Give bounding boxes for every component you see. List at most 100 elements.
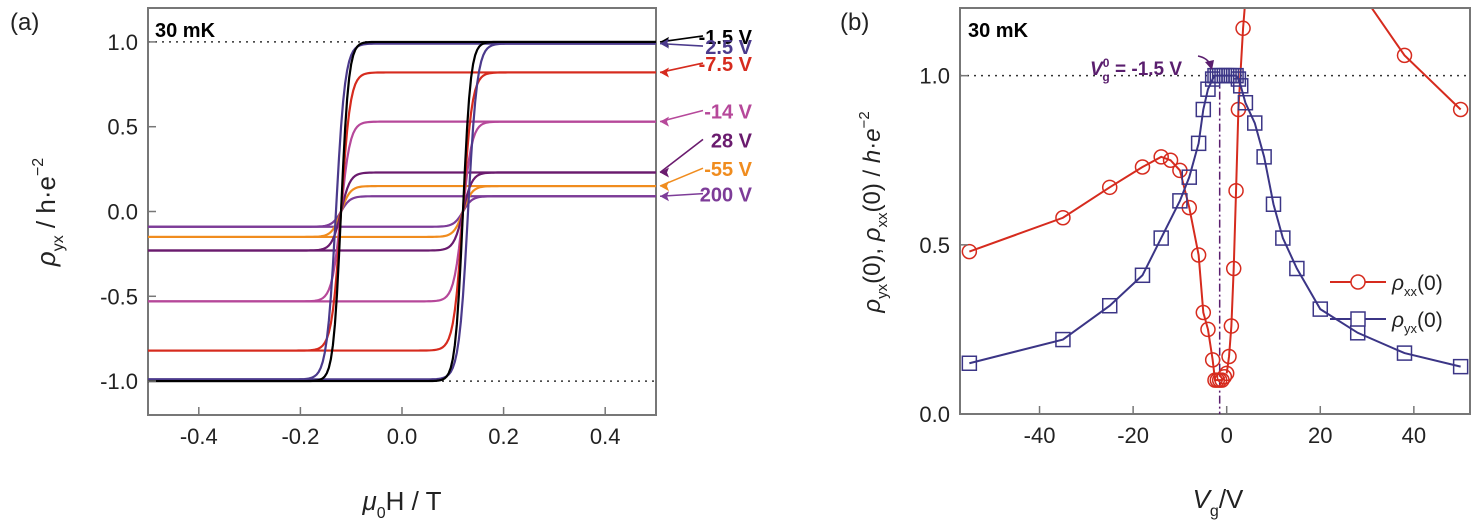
gate-dependence-series — [961, 0, 1469, 388]
data-point-circle — [1055, 210, 1071, 226]
data-point-circle — [1452, 101, 1469, 118]
curve-sweep-down — [148, 42, 656, 381]
x-tick-label: 0.4 — [590, 424, 621, 449]
series-pointer-head — [660, 116, 669, 127]
series-label: 28 V — [711, 130, 753, 152]
curve-sweep-down — [148, 71, 656, 352]
data-point-square — [1247, 115, 1263, 131]
data-point-circle — [1360, 0, 1374, 8]
reference-lines-b — [960, 74, 1470, 414]
data-point-square — [1228, 67, 1244, 84]
data-point-square — [1396, 345, 1413, 361]
data-point-circle — [1228, 182, 1244, 199]
y-tick-label: 1.0 — [107, 30, 138, 55]
legend-label: ρxx(0) — [1391, 272, 1443, 299]
y-axis-ticks-a: -1.0 -0.5 0.0 0.5 1.0 — [100, 30, 156, 394]
curve-sweep-up — [148, 42, 656, 381]
point-annotation-arrowhead — [1205, 60, 1214, 70]
series-label: 200 V — [700, 185, 753, 207]
y-tick-label: -0.5 — [100, 284, 138, 309]
series-label: -1.5 V — [699, 27, 753, 49]
y-axis-label-b: ρyx(0), ρxx(0) / h·e−2 — [856, 111, 891, 313]
x-axis-ticks-b: -40 -20 0 20 40 — [1024, 406, 1426, 448]
series-pointer-head — [660, 67, 669, 78]
x-tick-label: -20 — [1117, 423, 1149, 448]
y-tick-label: 0.0 — [107, 200, 138, 225]
series-line — [969, 155, 1226, 382]
series-line — [969, 74, 1461, 368]
y-axis-label-a: ρyx / h·e−2 — [30, 158, 67, 268]
legend-label: ρyx(0) — [1391, 309, 1443, 336]
series-label: -7.5 V — [699, 54, 753, 76]
y-tick-label: 0.5 — [919, 233, 950, 258]
x-tick-label: 0 — [1221, 423, 1233, 448]
y-tick-label: 1.0 — [919, 64, 950, 89]
y-tick-label: 0.0 — [919, 402, 950, 427]
curve-sweep-down — [148, 184, 656, 239]
data-point-square — [1153, 230, 1169, 246]
panel-b-label: (b) — [840, 9, 869, 36]
data-point-circle — [1235, 20, 1251, 37]
legend-b: ρxx(0) ρyx(0) — [1330, 272, 1443, 336]
hysteresis-curves — [148, 40, 656, 383]
curve-sweep-down — [148, 40, 656, 383]
plot-frame-a — [147, 7, 657, 416]
series-line — [1371, 9, 1462, 111]
curve-sweep-down — [148, 195, 656, 228]
data-point-square — [1195, 101, 1212, 118]
x-tick-label: -0.2 — [281, 424, 319, 449]
data-point-square — [1181, 169, 1198, 185]
data-point-circle — [1221, 348, 1237, 365]
y-tick-label: -1.0 — [100, 369, 138, 394]
x-axis-ticks-a: -0.4 -0.2 0.0 0.2 0.4 — [180, 407, 621, 449]
panel-a: (a) 30 mK -0.4 -0.2 0.0 0.2 0.4 -1.0 -0.5 0.0 0… — [10, 7, 753, 522]
data-point-square — [1312, 301, 1329, 317]
data-point-square — [1265, 196, 1282, 212]
temperature-annotation-b: 30 mK — [968, 20, 1029, 42]
data-point-square — [1101, 297, 1118, 314]
data-point-square — [1232, 78, 1249, 94]
point-annotation-b: V0 g = -1.5 V — [1090, 56, 1182, 84]
data-point-square — [1172, 193, 1188, 209]
series-pointer — [659, 138, 704, 174]
series-line — [1225, 9, 1246, 374]
series-labels-a: -1.5 V2.5 V-7.5 V -14 V 28 V -55 V 200 V — [659, 27, 753, 207]
curve-sweep-up — [148, 40, 656, 383]
series-pointer-head — [660, 191, 669, 202]
data-point-circle — [961, 243, 978, 260]
data-point-circle — [1153, 149, 1169, 165]
data-point-square — [1190, 135, 1207, 152]
data-point-circle — [1162, 152, 1179, 168]
series-label: -55 V — [704, 159, 752, 181]
series-pointer — [659, 42, 704, 47]
x-axis-label-b: Vg/V — [1193, 484, 1244, 520]
series-pointer-head — [660, 181, 669, 192]
y-axis-ticks-b: 0.0 0.5 1.0 — [919, 64, 968, 427]
series-label: 2.5 V — [705, 37, 752, 59]
series-pointer-head — [660, 38, 669, 49]
curve-sweep-up — [148, 184, 656, 239]
curve-sweep-up — [148, 120, 656, 303]
panel-b: (b) 30 mK -40 -20 0 20 40 0.0 0.5 1.0 V0 g = -1… — [840, 0, 1471, 520]
data-point-square — [961, 355, 978, 371]
x-tick-label: 0.0 — [387, 424, 418, 449]
data-point-square — [1289, 260, 1305, 277]
data-point-circle — [1225, 260, 1242, 277]
data-point-circle — [1101, 179, 1118, 196]
plot-frame-b — [959, 7, 1471, 415]
data-point-square — [1134, 267, 1151, 284]
panel-a-label: (a) — [10, 9, 39, 36]
data-point-circle — [1200, 321, 1216, 338]
curve-sweep-up — [148, 171, 656, 252]
legend-marker — [1350, 311, 1366, 327]
x-tick-label: 0.2 — [488, 424, 519, 449]
data-point-circle — [1190, 247, 1207, 263]
data-point-circle — [1218, 365, 1235, 382]
x-tick-label: 40 — [1402, 423, 1426, 448]
x-tick-label: -0.4 — [180, 424, 218, 449]
data-point-square — [1237, 94, 1254, 111]
data-point-circle — [1216, 369, 1233, 385]
series-pointer-head — [660, 167, 669, 178]
data-point-square — [1256, 149, 1272, 165]
